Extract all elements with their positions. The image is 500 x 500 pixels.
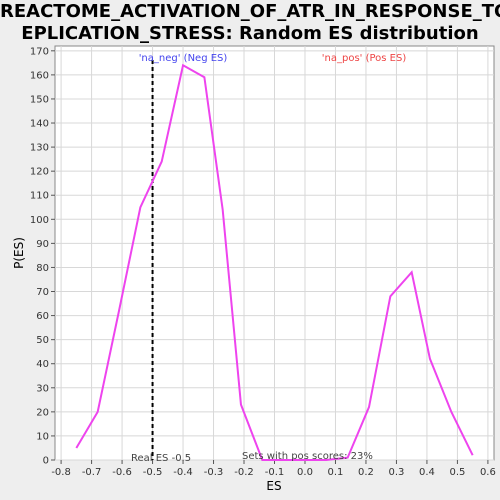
x-tick-label: 0.3 <box>388 467 404 478</box>
chart-title-line-1: REACTOME_ACTIVATION_OF_ATR_IN_RESPONSE_T… <box>0 1 500 22</box>
y-tick-label: 0 <box>43 456 49 467</box>
x-tick-label: 0.2 <box>358 467 374 478</box>
x-tick-label: -0.4 <box>173 467 193 478</box>
x-tick-label: -0.8 <box>51 467 71 478</box>
x-tick-label: 0.5 <box>449 467 465 478</box>
x-tick-label: 0.0 <box>297 467 313 478</box>
x-axis-label: ES <box>266 479 281 493</box>
y-tick-label: 170 <box>30 46 49 57</box>
es-distribution-line <box>75 63 474 461</box>
y-tick-label: 130 <box>30 143 49 154</box>
x-tick-label: -0.5 <box>143 467 163 478</box>
y-tick-label: 30 <box>36 383 49 394</box>
y-tick-label: 120 <box>30 167 49 178</box>
y-tick-label: 80 <box>36 263 49 274</box>
y-tick-label: 140 <box>30 119 49 130</box>
x-tick-label: -0.6 <box>112 467 132 478</box>
x-tick-label: 0.1 <box>328 467 344 478</box>
real-es-label: Real ES -0.5 <box>131 453 191 464</box>
x-tick-label: -0.2 <box>234 467 254 478</box>
y-tick-label: 10 <box>36 431 49 442</box>
x-tick-label: -0.7 <box>82 467 102 478</box>
x-tick-label: 0.6 <box>480 467 496 478</box>
x-tick-label: -0.3 <box>204 467 224 478</box>
neg-es-label: 'na_neg' (Neg ES) <box>139 53 228 64</box>
y-tick-label: 90 <box>36 239 49 250</box>
y-tick-label: 150 <box>30 94 49 105</box>
y-tick-label: 20 <box>36 407 49 418</box>
y-tick-label: 50 <box>36 335 49 346</box>
y-tick-label: 160 <box>30 70 49 81</box>
y-tick-label: 70 <box>36 287 49 298</box>
y-tick-label: 60 <box>36 311 49 322</box>
x-axis-ticks: -0.8 -0.7 -0.6 -0.5 -0.4 -0.3 -0.2 -0.1 0.0 0.1 0.… <box>51 460 496 478</box>
x-tick-label: 0.4 <box>419 467 435 478</box>
x-tick-label: -0.1 <box>265 467 285 478</box>
y-axis-ticks: 0 10 20 30 40 50 60 70 80 90 100 110 120 130 140 150 160… <box>30 46 55 467</box>
pos-es-label: 'na_pos' (Pos ES) <box>322 53 407 64</box>
y-tick-label: 40 <box>36 359 49 370</box>
y-tick-label: 100 <box>30 215 49 226</box>
y-axis-label: P(ES) <box>12 237 26 269</box>
pos-scores-label: Sets with pos scores: 23% <box>242 451 373 462</box>
chart-title-line-2: EPLICATION_STRESS: Random ES distributio… <box>21 23 479 44</box>
y-tick-label: 110 <box>30 191 49 202</box>
